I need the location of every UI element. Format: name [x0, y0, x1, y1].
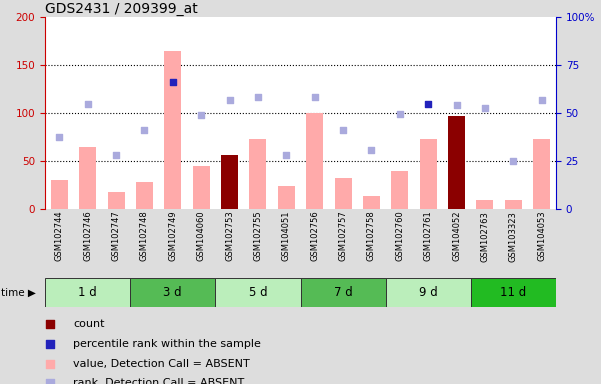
Bar [391, 171, 408, 209]
Bar [50, 180, 68, 209]
Bar [164, 51, 182, 209]
Bar [306, 113, 323, 209]
Point [338, 127, 348, 133]
Point [424, 101, 433, 107]
Bar [130, 278, 215, 307]
Text: value, Detection Call = ABSENT: value, Detection Call = ABSENT [73, 359, 250, 369]
Text: 5 d: 5 d [249, 286, 267, 299]
Bar [79, 147, 96, 209]
Bar [221, 155, 238, 209]
Point [480, 106, 490, 112]
Bar [505, 200, 522, 209]
Point [367, 147, 376, 153]
Bar [477, 200, 493, 209]
Point [508, 158, 518, 164]
Bar [136, 182, 153, 209]
Text: 1 d: 1 d [78, 286, 97, 299]
Point [342, 159, 352, 165]
Text: time ▶: time ▶ [1, 288, 36, 298]
Bar [215, 278, 300, 307]
Text: 9 d: 9 d [419, 286, 438, 299]
Bar [533, 139, 551, 209]
Point [55, 134, 64, 141]
Point [253, 94, 263, 100]
Text: 11 d: 11 d [500, 286, 526, 299]
Text: count: count [73, 319, 105, 329]
Point [310, 94, 320, 100]
Bar [300, 278, 386, 307]
Bar [471, 278, 556, 307]
Point [111, 152, 121, 158]
Bar [419, 139, 437, 209]
Text: rank, Detection Call = ABSENT: rank, Detection Call = ABSENT [73, 378, 245, 384]
Text: percentile rank within the sample: percentile rank within the sample [73, 339, 261, 349]
Point [452, 102, 462, 108]
Point [83, 101, 93, 107]
Bar [45, 278, 130, 307]
Point [395, 111, 404, 118]
Text: 3 d: 3 d [163, 286, 182, 299]
Bar [448, 116, 465, 209]
Point [168, 79, 178, 85]
Bar [249, 139, 266, 209]
Text: 7 d: 7 d [334, 286, 352, 299]
Point [537, 97, 546, 103]
Bar [278, 186, 295, 209]
Bar [193, 166, 210, 209]
Bar [108, 192, 124, 209]
Bar [335, 178, 352, 209]
Point [225, 97, 234, 103]
Text: GDS2431 / 209399_at: GDS2431 / 209399_at [45, 2, 198, 16]
Bar [386, 278, 471, 307]
Bar [363, 196, 380, 209]
Point [281, 152, 291, 158]
Point [197, 112, 206, 118]
Point [139, 127, 149, 133]
Point [342, 338, 352, 344]
